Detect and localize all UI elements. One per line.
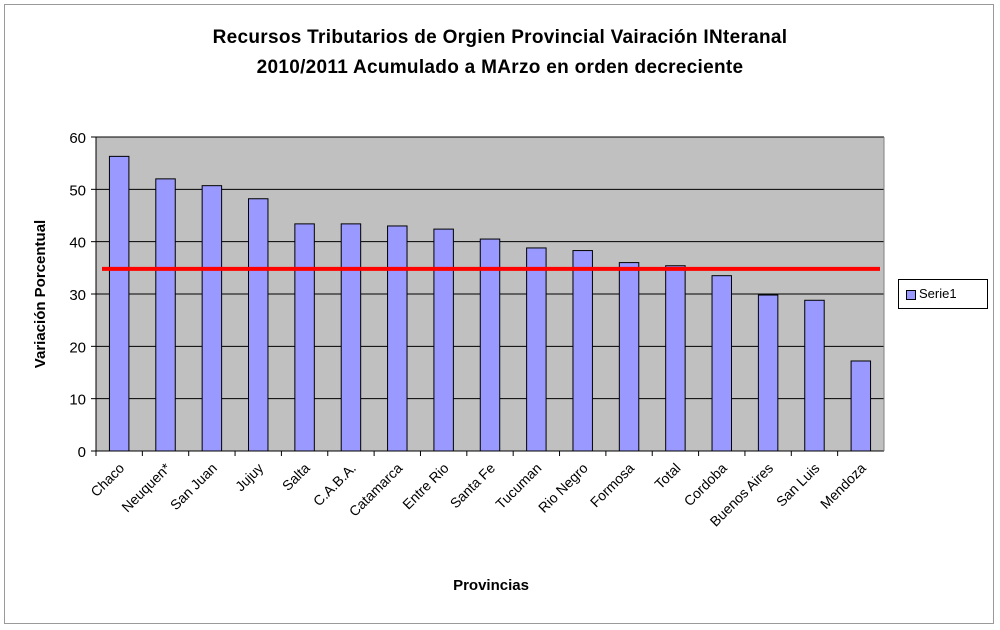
x-tick-label: Rio Negro <box>535 460 591 516</box>
y-tick-label: 20 <box>69 339 86 356</box>
bars <box>108 155 872 452</box>
y-axis-title: Variación Porcentual <box>32 220 49 368</box>
bar-7 <box>433 228 454 452</box>
x-tick-label: Santa Fe <box>447 460 499 512</box>
bar-13 <box>711 275 732 452</box>
y-tick-label: 10 <box>69 392 86 409</box>
x-tick-label: San Luis <box>773 460 823 510</box>
legend-label: Serie1 <box>919 286 957 301</box>
y-tick-label: 60 <box>69 130 86 147</box>
bar-0 <box>108 155 130 452</box>
x-tick-label: Chaco <box>87 460 127 500</box>
x-tick-label: Neuquen* <box>118 459 174 515</box>
bar-6 <box>387 225 408 452</box>
chart-title-line-1: Recursos Tributarios de Orgien Provincia… <box>212 27 788 48</box>
bar-12 <box>665 265 686 452</box>
bar-5 <box>340 223 362 452</box>
x-axis-title: Provincias <box>453 577 529 594</box>
bar-10 <box>572 250 593 452</box>
x-tick-label: Salta <box>279 460 313 494</box>
bar-16 <box>850 360 872 452</box>
y-tick-label: 0 <box>78 444 86 461</box>
x-tick-label: Entre Rio <box>399 460 452 513</box>
bar-1 <box>155 178 176 452</box>
y-tick-label: 50 <box>69 182 86 199</box>
legend: Serie1 <box>898 279 988 309</box>
bar-4 <box>294 223 315 452</box>
chart-title-line-2: 2010/2011 Acumulado a MArzo en orden dec… <box>256 57 744 78</box>
bar-3 <box>248 198 269 452</box>
x-tick-label: Jujuy <box>232 460 266 494</box>
bar-15 <box>804 299 825 452</box>
x-tick-label: Total <box>651 460 683 492</box>
x-tick-label: Mendoza <box>817 460 869 512</box>
x-tick-label: Formosa <box>587 460 638 511</box>
bar-14 <box>757 294 779 452</box>
legend-swatch <box>906 290 916 300</box>
axes <box>91 136 885 456</box>
bar-9 <box>526 247 547 452</box>
y-tick-label: 40 <box>69 235 86 252</box>
bar-2 <box>201 185 223 452</box>
y-tick-label: 30 <box>69 287 86 304</box>
y-tick-labels: 0 10 20 30 40 50 60 <box>69 130 86 461</box>
x-tick-label: San Juan <box>167 460 220 513</box>
bar-11 <box>618 262 640 452</box>
